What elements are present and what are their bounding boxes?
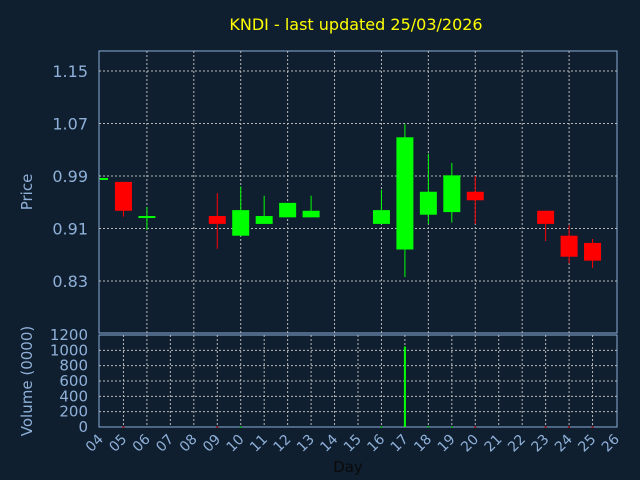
x-tick-label: 21 [482, 432, 506, 456]
price-tick-label: 0.83 [52, 272, 88, 291]
chart-title: KNDI - last updated 25/03/2026 [229, 15, 482, 34]
candle-body [232, 210, 250, 236]
x-tick-label: 05 [106, 432, 130, 456]
volume-bar [474, 426, 477, 428]
x-tick-label: 15 [341, 432, 365, 456]
x-tick-label: 18 [411, 432, 435, 456]
candle-body [396, 137, 414, 250]
x-tick-label: 06 [130, 431, 154, 455]
candle-body [537, 210, 555, 224]
candle-body [560, 235, 578, 257]
candle-body [466, 191, 484, 201]
x-tick-label: 16 [364, 431, 388, 455]
volume-bar [544, 426, 547, 428]
volume-axis-label: Volume (0000) [18, 326, 36, 436]
price-axis-label: Price [18, 174, 36, 211]
x-tick-label: 23 [529, 432, 553, 456]
volume-bar [591, 426, 594, 428]
x-tick-label: 12 [271, 432, 295, 456]
x-tick-label: 08 [177, 432, 201, 456]
price-panel-frame [98, 50, 618, 334]
volume-tick-label: 1000 [50, 341, 88, 359]
volume-bar [450, 426, 453, 428]
candle-body [255, 216, 273, 224]
volume-bar [122, 426, 125, 428]
volume-bar [380, 426, 383, 428]
candle-body [279, 202, 297, 218]
price-tick-label: 1.07 [52, 115, 88, 134]
volume-bar [239, 426, 242, 428]
candle-body [302, 210, 320, 218]
volume-tick-label: 200 [59, 403, 88, 421]
candle-body [584, 242, 602, 261]
x-tick-label: 07 [153, 432, 177, 456]
x-tick-label: 11 [247, 432, 271, 456]
candle-body [372, 210, 390, 224]
candle-body [138, 216, 156, 219]
volume-tick-label: 800 [59, 357, 88, 375]
volume-bar [427, 426, 430, 428]
candle-body [419, 191, 437, 215]
x-tick-label: 26 [599, 431, 623, 455]
volume-tick-label: 600 [59, 372, 88, 390]
x-tick-label: 20 [458, 432, 482, 456]
volume-tick-label: 1200 [50, 326, 88, 344]
price-tick-label: 1.15 [52, 62, 88, 81]
x-tick-label: 22 [505, 432, 529, 456]
x-tick-label: 24 [552, 431, 576, 455]
x-tick-label: 19 [435, 432, 459, 456]
x-tick-label: 13 [294, 432, 318, 456]
volume-tick-label: 0 [78, 418, 88, 436]
candle-body [443, 175, 461, 213]
x-tick-label: 14 [317, 431, 341, 455]
volume-tick-label: 400 [59, 387, 88, 405]
volume-bar [216, 426, 219, 428]
price-tick-label: 0.99 [52, 167, 88, 186]
price-tick-label: 0.91 [52, 220, 88, 239]
candle-body [114, 181, 132, 211]
x-tick-label: 10 [224, 432, 248, 456]
x-tick-label: 17 [388, 432, 412, 456]
x-tick-label: 25 [575, 432, 599, 456]
candle-body [100, 177, 108, 180]
x-axis-label: Day [333, 458, 363, 476]
volume-bar [568, 426, 571, 428]
x-tick-label: 09 [200, 432, 224, 456]
candle-body [208, 216, 226, 224]
volume-bar [403, 346, 406, 427]
